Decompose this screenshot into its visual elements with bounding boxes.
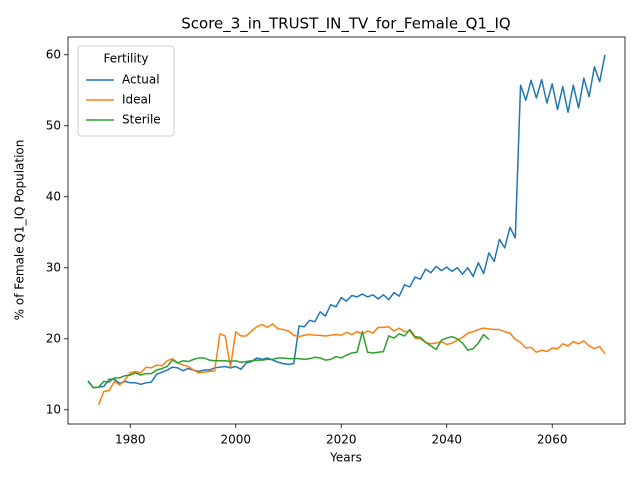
y-tick-label: 50 bbox=[46, 118, 61, 132]
y-tick-label: 10 bbox=[46, 402, 61, 416]
data-line bbox=[87, 54, 606, 389]
x-tick-label: 1980 bbox=[115, 433, 146, 447]
axes-frame bbox=[67, 36, 626, 425]
legend-label: Sterile bbox=[122, 113, 161, 127]
legend: Fertility Actual Ideal Sterile bbox=[77, 45, 175, 137]
legend-label: Ideal bbox=[122, 93, 151, 107]
y-tick-label: 40 bbox=[46, 189, 61, 203]
legend-title: Fertility bbox=[103, 52, 148, 66]
y-tick-label: 20 bbox=[46, 331, 61, 345]
y-tick-label: 30 bbox=[46, 260, 61, 274]
x-tick-label: 2060 bbox=[537, 433, 568, 447]
x-tick-label: 2020 bbox=[326, 433, 357, 447]
data-line bbox=[87, 328, 490, 389]
plot-area bbox=[87, 54, 606, 406]
y-tick-label: 60 bbox=[46, 47, 61, 61]
x-axis-label: Years bbox=[329, 451, 362, 465]
x-tick-label: 2040 bbox=[431, 433, 462, 447]
y-axis-label: % of Female Q1_IQ Population bbox=[13, 140, 27, 321]
legend-label: Actual bbox=[122, 73, 160, 87]
x-tick-label: 2000 bbox=[220, 433, 251, 447]
data-line bbox=[97, 323, 606, 406]
legend-box bbox=[77, 45, 175, 137]
chart-title: Score_3_in_TRUST_IN_TV_for_Female_Q1_IQ bbox=[181, 15, 511, 34]
